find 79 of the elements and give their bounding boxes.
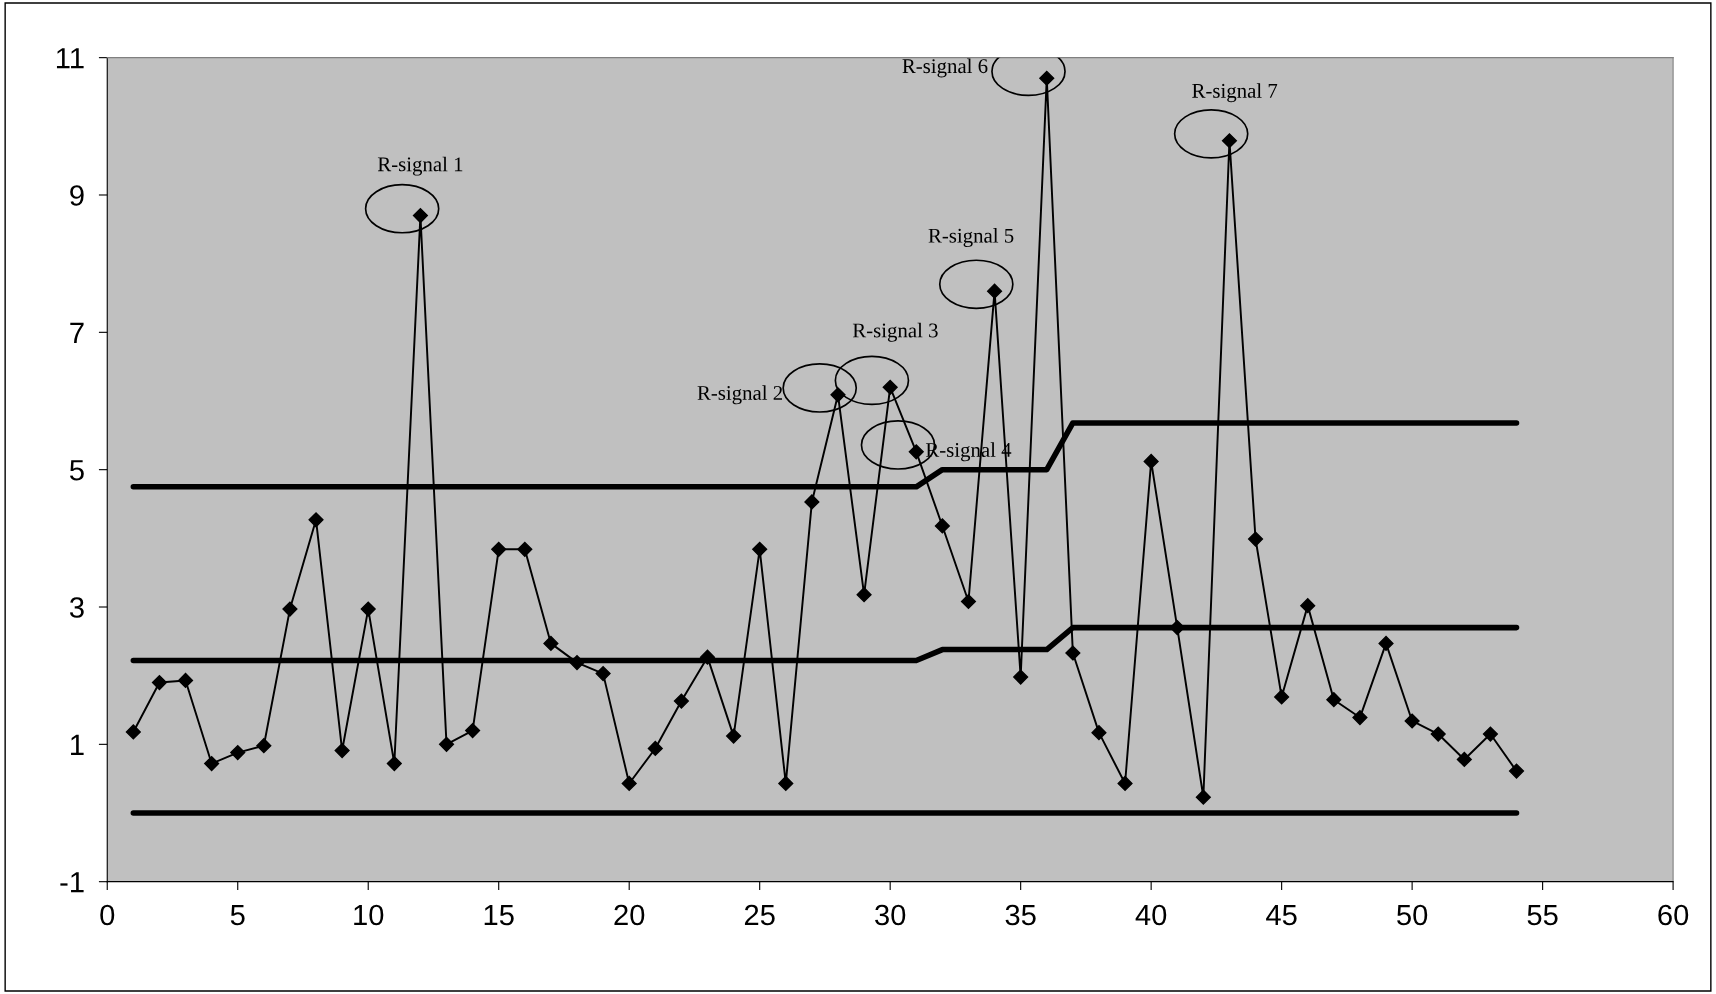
- point: [438, 736, 455, 752]
- point: [830, 387, 846, 403]
- point: [1300, 598, 1316, 614]
- x-tick-label: 0: [100, 904, 115, 926]
- point: [908, 444, 924, 460]
- point: [1039, 70, 1055, 86]
- point: [595, 666, 611, 682]
- point: [726, 728, 742, 744]
- point: [334, 742, 350, 759]
- point: [308, 512, 324, 528]
- x-tick-label: 50: [1397, 904, 1428, 926]
- x-tick-label: 55: [1527, 904, 1558, 926]
- x-tick-label: 5: [230, 904, 245, 926]
- annotation: R-signal 6: [902, 58, 988, 78]
- point: [752, 541, 768, 557]
- point: [125, 724, 141, 740]
- point: [1508, 763, 1525, 779]
- point: [934, 518, 950, 534]
- point: [177, 672, 194, 689]
- point: [1274, 689, 1290, 705]
- point: [151, 674, 168, 691]
- point: [882, 379, 898, 395]
- annotation: R-signal 2: [697, 385, 783, 405]
- point: [1195, 789, 1211, 805]
- point: [360, 601, 376, 617]
- annotation: R-signal 1: [377, 156, 463, 176]
- x-tick-label: 10: [354, 904, 384, 926]
- x-tick-label: 35: [1005, 904, 1036, 926]
- point: [1378, 635, 1394, 651]
- point: [1091, 725, 1107, 741]
- annotation: R-signal 7: [1192, 83, 1278, 103]
- x-tick-label: 40: [1135, 904, 1167, 926]
- point: [517, 541, 533, 557]
- y-tick-label: 11: [56, 48, 84, 69]
- point: [1013, 669, 1029, 685]
- point: [204, 755, 220, 772]
- point: [1117, 775, 1133, 792]
- y-tick-label: 9: [70, 185, 84, 206]
- x-tick-label: 30: [875, 904, 906, 926]
- point: [569, 655, 585, 671]
- point: [1247, 531, 1264, 547]
- point: [621, 775, 637, 792]
- annotation: R-signal 3: [852, 322, 938, 342]
- point: [491, 541, 507, 557]
- point: [256, 738, 272, 754]
- point: [1404, 713, 1420, 729]
- point: [1143, 453, 1159, 469]
- point: [1482, 726, 1498, 742]
- point: [1430, 726, 1446, 742]
- point: [804, 494, 820, 510]
- point: [230, 745, 246, 761]
- point: [699, 649, 716, 665]
- y-tick-label: 7: [70, 322, 84, 343]
- x-tick-label: 25: [744, 904, 775, 926]
- x-tick-label: 60: [1658, 904, 1689, 926]
- point: [1065, 645, 1081, 661]
- point: [412, 208, 428, 224]
- point: [1221, 133, 1238, 149]
- point: [1352, 709, 1368, 726]
- y-tick-label: 3: [69, 597, 84, 618]
- point: [386, 755, 402, 772]
- annotation: R-signal 5: [928, 228, 1014, 248]
- x-tick-label: 45: [1266, 904, 1297, 926]
- x-tick-label: 20: [614, 904, 645, 926]
- y-tick-label: 1: [71, 734, 84, 755]
- point: [465, 723, 481, 739]
- x-tick-label: 15: [484, 904, 514, 926]
- point: [673, 693, 689, 709]
- point: [856, 587, 872, 603]
- point: [1326, 692, 1342, 708]
- y-tick-label: -1: [60, 872, 84, 893]
- point: [282, 601, 298, 617]
- point: [778, 775, 794, 792]
- point: [543, 635, 559, 651]
- y-tick-label: 5: [69, 460, 84, 481]
- point: [960, 593, 977, 610]
- point: [986, 283, 1003, 299]
- point: [647, 740, 663, 757]
- point: [1456, 751, 1472, 768]
